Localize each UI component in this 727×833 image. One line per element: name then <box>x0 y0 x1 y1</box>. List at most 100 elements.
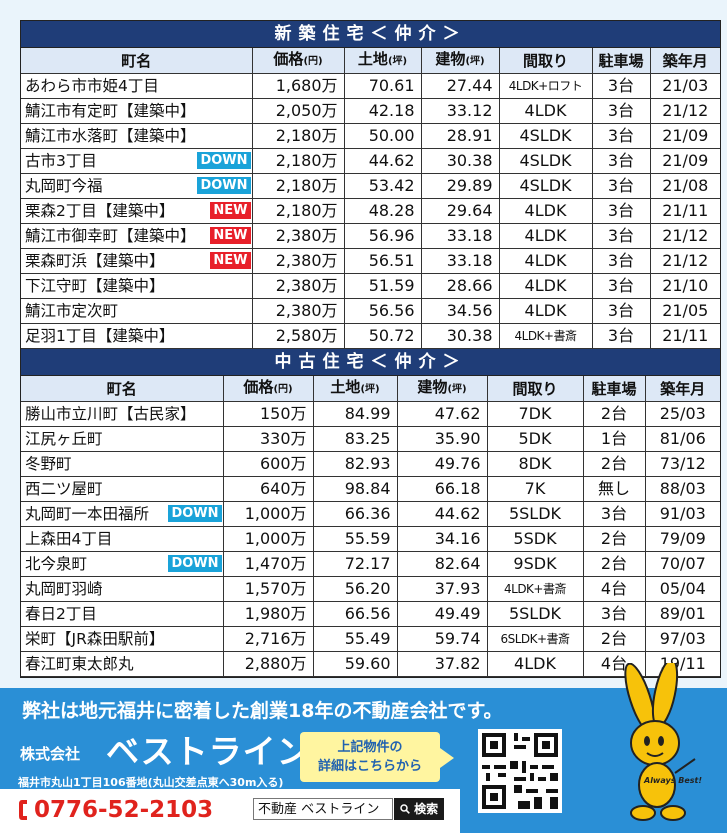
table-row: 栗森2丁目【建築中】 NEW 2,180万 48.28 29.64 4LDK 3台 21/11 <box>21 198 720 224</box>
layout-cell: 5DK <box>486 426 584 452</box>
parking-cell: 3台 <box>591 248 651 274</box>
built-cell: 21/05 <box>649 298 720 324</box>
listings-panel: 新築住宅＜仲介＞ 町名 価格(円) 土地(坪) 建物(坪) 間取り 駐車場 築年… <box>20 20 721 678</box>
land-cell: 56.56 <box>343 298 422 324</box>
land-cell: 53.42 <box>343 173 422 199</box>
table-row: 北今泉町 DOWN 1,470万 72.17 82.64 9SDK 2台 70/07 <box>21 551 720 577</box>
col-layout: 間取り <box>498 48 593 74</box>
table-row: 春江町東太郎丸 2,880万 59.60 37.82 4LDK 4台 19/11 <box>21 651 720 677</box>
land-cell: 84.99 <box>312 401 398 427</box>
land-cell: 50.72 <box>343 323 422 349</box>
building-cell: 29.89 <box>420 173 500 199</box>
phone-number[interactable]: 0776-52-2103 <box>34 797 214 823</box>
table-row: 鯖江市水落町【建築中】 2,180万 50.00 28.91 4SLDK 3台 21/09 <box>21 123 720 149</box>
price-cell: 2,880万 <box>222 651 314 677</box>
layout-cell: 4LDK+ロフト <box>498 73 593 99</box>
parking-cell: 2台 <box>582 401 646 427</box>
layout-cell: 7DK <box>486 401 584 427</box>
land-cell: 83.25 <box>312 426 398 452</box>
built-cell: 91/03 <box>644 501 720 527</box>
town-name: 江尻ヶ丘町 <box>21 426 224 452</box>
town-name: 丸岡町羽崎 <box>21 576 224 602</box>
price-cell: 2,380万 <box>251 298 345 324</box>
land-cell: 44.62 <box>343 148 422 174</box>
price-cell: 2,380万 <box>251 248 345 274</box>
price-cell: 2,380万 <box>251 223 345 249</box>
land-cell: 56.51 <box>343 248 422 274</box>
col-land: 土地(坪) <box>343 48 422 74</box>
parking-cell: 3台 <box>591 173 651 199</box>
table-row: 鯖江市御幸町【建築中】 NEW 2,380万 56.96 33.18 4LDK 3台 21/1… <box>21 223 720 249</box>
town-name: 栗森町浜【建築中】 NEW <box>21 248 253 274</box>
col-price: 価格(円) <box>251 48 345 74</box>
price-cell: 2,716万 <box>222 626 314 652</box>
price-cell: 1,000万 <box>222 501 314 527</box>
land-cell: 56.96 <box>343 223 422 249</box>
price-cell: 2,180万 <box>251 198 345 224</box>
parking-cell: 3台 <box>591 273 651 299</box>
table-row: 勝山市立川町【古民家】 150万 84.99 47.62 7DK 2台 25/03 <box>21 401 720 427</box>
built-cell: 21/12 <box>649 223 720 249</box>
land-cell: 56.20 <box>312 576 398 602</box>
new-homes-header-row: 町名 価格(円) 土地(坪) 建物(坪) 間取り 駐車場 築年月 <box>21 48 720 74</box>
town-name: 上森田4丁目 <box>21 526 224 552</box>
town-name: 西二ツ屋町 <box>21 476 224 502</box>
qr-code-icon[interactable] <box>478 729 562 813</box>
building-cell: 30.38 <box>420 148 500 174</box>
parking-cell: 3台 <box>582 501 646 527</box>
parking-cell: 2台 <box>582 526 646 552</box>
price-cell: 1,680万 <box>251 73 345 99</box>
built-cell: 97/03 <box>644 626 720 652</box>
parking-cell: 3台 <box>591 148 651 174</box>
built-cell: 21/11 <box>649 323 720 349</box>
used-homes-body: 勝山市立川町【古民家】 150万 84.99 47.62 7DK 2台 25/03 江尻ヶ丘町… <box>21 401 720 677</box>
price-cell: 2,580万 <box>251 323 345 349</box>
table-row: 西二ツ屋町 640万 98.84 66.18 7K 無し 88/03 <box>21 476 720 502</box>
land-cell: 51.59 <box>343 273 422 299</box>
land-cell: 98.84 <box>312 476 398 502</box>
table-row: 下江守町【建築中】 2,380万 51.59 28.66 4LDK 3台 21/10 <box>21 273 720 299</box>
search-button[interactable]: 検索 <box>394 798 444 820</box>
price-cell: 2,180万 <box>251 148 345 174</box>
new-homes-table: 町名 価格(円) 土地(坪) 建物(坪) 間取り 駐車場 築年月 あわら市市姫4… <box>21 48 720 349</box>
col-price: 価格(円) <box>222 376 314 402</box>
built-cell: 25/03 <box>644 401 720 427</box>
table-row: 古市3丁目 DOWN 2,180万 44.62 30.38 4SLDK 3台 21/09 <box>21 148 720 174</box>
town-name: 春江町東太郎丸 <box>21 651 224 677</box>
new-badge: NEW <box>210 252 251 269</box>
rabbit-mascot-icon <box>624 663 696 821</box>
layout-cell: 7K <box>486 476 584 502</box>
layout-cell: 4SLDK <box>498 123 593 149</box>
table-row: 江尻ヶ丘町 330万 83.25 35.90 5DK 1台 81/06 <box>21 426 720 452</box>
town-name: 北今泉町 DOWN <box>21 551 224 577</box>
table-row: 冬野町 600万 82.93 49.76 8DK 2台 73/12 <box>21 451 720 477</box>
town-name: あわら市市姫4丁目 <box>21 73 253 99</box>
layout-cell: 8DK <box>486 451 584 477</box>
land-cell: 42.18 <box>343 98 422 124</box>
details-callout: 上記物件の 詳細はこちらから <box>300 732 440 782</box>
table-row: あわら市市姫4丁目 1,680万 70.61 27.44 4LDK+ロフト 3台 21/03 <box>21 73 720 99</box>
built-cell: 73/12 <box>644 451 720 477</box>
building-cell: 27.44 <box>420 73 500 99</box>
built-cell: 05/04 <box>644 576 720 602</box>
built-cell: 21/08 <box>649 173 720 199</box>
town-name: 古市3丁目 DOWN <box>21 148 253 174</box>
price-cell: 2,180万 <box>251 123 345 149</box>
built-cell: 21/03 <box>649 73 720 99</box>
mascot-caption: Always Best! <box>644 776 702 785</box>
building-cell: 34.56 <box>420 298 500 324</box>
land-cell: 59.60 <box>312 651 398 677</box>
building-cell: 44.62 <box>396 501 488 527</box>
search-input[interactable]: 不動産 ベストライン <box>253 798 393 820</box>
land-cell: 70.61 <box>343 73 422 99</box>
building-cell: 34.16 <box>396 526 488 552</box>
built-cell: 88/03 <box>644 476 720 502</box>
layout-cell: 4LDK <box>498 223 593 249</box>
table-row: 足羽1丁目【建築中】 2,580万 50.72 30.38 4LDK+書斎 3台 21/11 <box>21 323 720 349</box>
col-land: 土地(坪) <box>312 376 398 402</box>
layout-cell: 6SLDK+書斎 <box>486 626 584 652</box>
built-cell: 81/06 <box>644 426 720 452</box>
col-parking: 駐車場 <box>591 48 651 74</box>
built-cell: 21/09 <box>649 148 720 174</box>
parking-cell: 2台 <box>582 551 646 577</box>
